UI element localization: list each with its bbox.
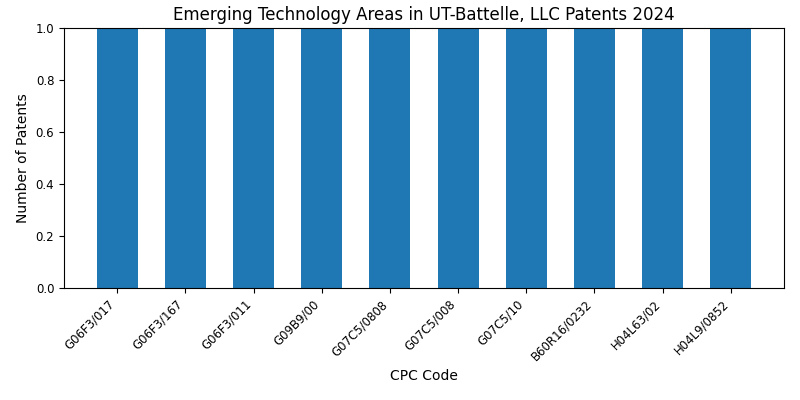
Bar: [574, 28, 615, 288]
Bar: [165, 28, 206, 288]
Y-axis label: Number of Patents: Number of Patents: [16, 93, 30, 223]
Title: Emerging Technology Areas in UT-Battelle, LLC Patents 2024: Emerging Technology Areas in UT-Battelle…: [173, 6, 675, 24]
Bar: [438, 28, 478, 288]
Bar: [233, 28, 274, 288]
Bar: [710, 28, 751, 288]
Bar: [370, 28, 410, 288]
Bar: [97, 28, 138, 288]
Bar: [302, 28, 342, 288]
Bar: [506, 28, 546, 288]
Bar: [642, 28, 683, 288]
X-axis label: CPC Code: CPC Code: [390, 369, 458, 383]
